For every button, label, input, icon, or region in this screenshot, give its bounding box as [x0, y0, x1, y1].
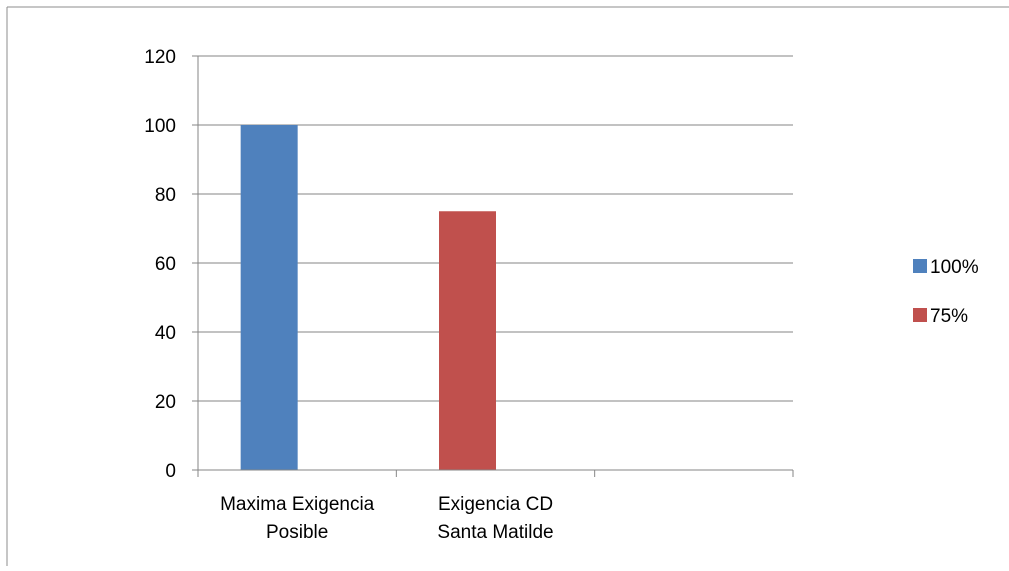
x-tick-label: Maxima Exigencia Posible — [220, 494, 375, 543]
y-tick-label: 120 — [144, 47, 176, 68]
y-tick-label: 0 — [165, 461, 176, 482]
legend-swatch — [913, 259, 927, 273]
bar — [240, 125, 298, 470]
legend-label: 75% — [930, 306, 968, 327]
y-tick-label: 60 — [155, 254, 176, 275]
y-tick-label: 40 — [155, 323, 176, 344]
bar — [439, 211, 496, 470]
legend-swatch — [913, 308, 927, 322]
y-tick-labels: 0 20 40 60 80 100 120 — [144, 47, 176, 482]
legend: 100% 75% — [913, 257, 979, 327]
legend-label: 100% — [930, 257, 979, 278]
axes — [192, 55, 794, 477]
y-tick-label: 20 — [155, 392, 176, 413]
x-tick-label: Exigencia CD Santa Matilde — [437, 494, 553, 543]
y-tick-label: 100 — [144, 116, 176, 137]
y-tick-label: 80 — [155, 185, 176, 206]
x-tick-labels: Maxima Exigencia Posible Exigencia CD Santa… — [220, 494, 554, 543]
bars — [240, 125, 496, 470]
